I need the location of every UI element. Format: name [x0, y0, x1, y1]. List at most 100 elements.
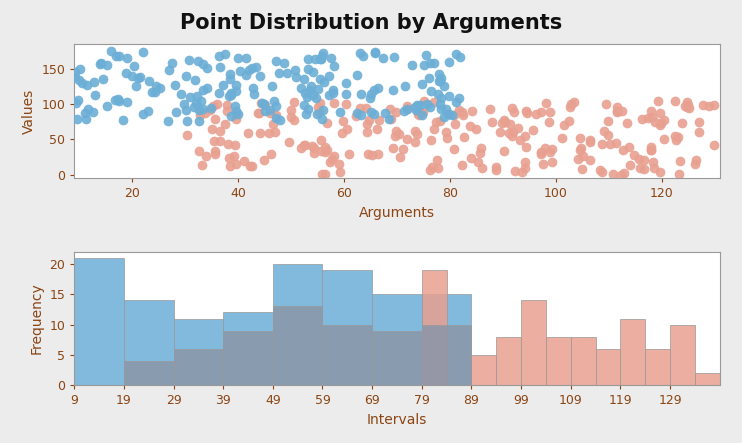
- Point: [638, 166, 650, 173]
- Point: [367, 111, 379, 118]
- Y-axis label: Frequency: Frequency: [30, 283, 44, 354]
- Point: [184, 93, 196, 101]
- Point: [649, 118, 660, 125]
- Point: [519, 159, 531, 166]
- Point: [545, 148, 556, 155]
- Point: [530, 110, 542, 117]
- Point: [273, 70, 285, 77]
- Point: [90, 92, 102, 99]
- Point: [425, 88, 437, 95]
- Point: [574, 135, 585, 142]
- Point: [214, 137, 226, 144]
- Point: [340, 101, 352, 108]
- Point: [611, 104, 623, 111]
- Point: [224, 75, 236, 82]
- Point: [697, 101, 709, 109]
- Point: [70, 73, 82, 80]
- Point: [270, 103, 282, 110]
- Point: [364, 94, 375, 101]
- Point: [269, 114, 281, 121]
- Point: [214, 128, 226, 135]
- Point: [283, 138, 295, 145]
- Point: [222, 141, 234, 148]
- Point: [390, 128, 401, 135]
- Point: [634, 155, 646, 163]
- Point: [646, 113, 658, 120]
- Point: [690, 157, 702, 164]
- Point: [317, 106, 329, 113]
- Point: [498, 116, 510, 123]
- Point: [321, 119, 333, 126]
- Point: [268, 97, 280, 105]
- Bar: [571, 337, 596, 385]
- Point: [409, 103, 421, 110]
- Point: [209, 151, 221, 158]
- Point: [221, 101, 233, 109]
- Point: [200, 152, 212, 159]
- Point: [401, 105, 413, 113]
- Point: [254, 129, 266, 136]
- Point: [367, 152, 378, 159]
- Point: [508, 167, 520, 175]
- Point: [384, 116, 396, 123]
- Point: [414, 101, 426, 109]
- Point: [504, 120, 516, 127]
- Point: [315, 147, 327, 154]
- Point: [369, 49, 381, 56]
- Point: [134, 74, 145, 81]
- Point: [361, 128, 372, 136]
- Point: [188, 103, 200, 110]
- Point: [438, 82, 450, 89]
- Point: [191, 93, 203, 100]
- Point: [120, 70, 132, 77]
- Point: [325, 54, 337, 62]
- Point: [448, 145, 460, 152]
- Point: [568, 98, 580, 105]
- Point: [424, 60, 436, 67]
- Point: [503, 129, 515, 136]
- Point: [413, 112, 424, 119]
- Point: [229, 102, 241, 109]
- Point: [652, 97, 664, 105]
- Point: [195, 97, 207, 105]
- Bar: [620, 319, 646, 385]
- Bar: [421, 294, 471, 385]
- Point: [623, 144, 635, 151]
- Point: [428, 99, 440, 106]
- Point: [594, 167, 606, 174]
- Point: [304, 86, 316, 93]
- Point: [539, 144, 551, 152]
- Point: [259, 101, 271, 109]
- Point: [335, 108, 347, 115]
- Point: [269, 58, 281, 65]
- Point: [326, 156, 338, 163]
- Point: [520, 144, 532, 151]
- Point: [199, 110, 211, 117]
- Point: [247, 84, 259, 91]
- Point: [193, 118, 205, 125]
- Point: [275, 117, 286, 124]
- Point: [69, 68, 81, 75]
- Point: [109, 96, 121, 103]
- Point: [319, 171, 331, 178]
- Point: [240, 54, 252, 62]
- Point: [442, 111, 454, 118]
- Point: [456, 161, 468, 168]
- Point: [654, 110, 666, 117]
- Point: [387, 54, 399, 61]
- Point: [71, 115, 83, 122]
- Point: [642, 115, 654, 122]
- Point: [617, 147, 628, 154]
- Point: [328, 63, 340, 70]
- Point: [146, 88, 158, 95]
- Point: [250, 64, 262, 71]
- Point: [683, 105, 695, 112]
- Point: [703, 102, 715, 109]
- Point: [305, 82, 317, 89]
- Point: [79, 109, 91, 117]
- Point: [243, 66, 255, 73]
- Point: [669, 97, 681, 105]
- Point: [387, 144, 399, 152]
- Point: [395, 153, 407, 160]
- Point: [225, 162, 237, 169]
